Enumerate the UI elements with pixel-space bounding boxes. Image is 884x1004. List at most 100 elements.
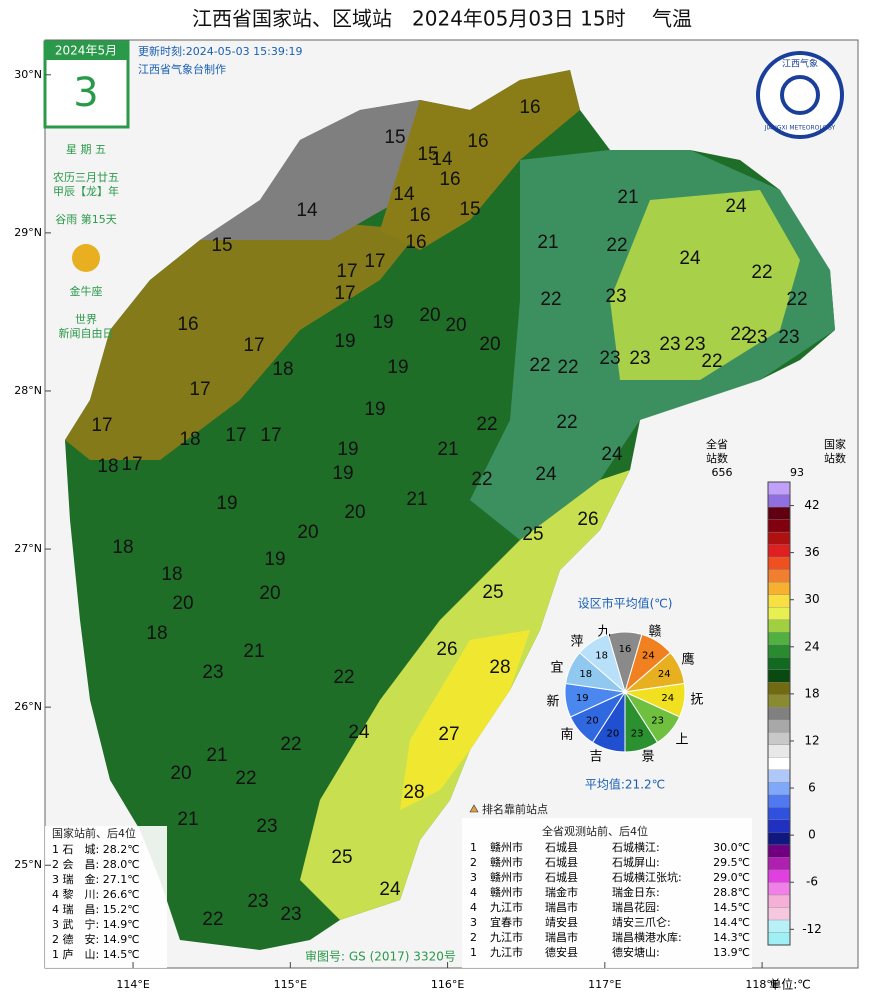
table-cell: 瑞昌横港水库: [612,930,682,944]
colorbar-bin [767,932,791,946]
pie-value: 19 [576,693,589,704]
station-temp: 20 [170,763,191,784]
colorbar-tick-label: 18 [804,686,819,700]
table-cell: 4 [470,901,477,914]
table-cell: 石城县 [545,856,578,869]
colorbar-bin [767,556,791,570]
station-temp: 20 [445,315,466,336]
pie-value: 20 [606,728,619,739]
station-temp: 23 [202,662,223,683]
colorbar-bin [767,857,791,871]
station-temp: 28 [489,657,510,678]
station-temp: 17 [225,425,246,446]
pie-name: 新 [546,694,559,710]
station-temp: 17 [121,454,142,475]
station-temp: 23 [605,286,626,307]
colorbar-bin [767,544,791,558]
pie-name: 赣 [648,625,661,640]
station-temp: 19 [387,357,408,378]
station-temp: 19 [332,463,353,484]
station-temp: 21 [243,641,264,662]
table-cell: 瑞昌市 [545,900,578,914]
colorbar-bin [767,657,791,670]
colorbar-tick-label: 42 [804,498,819,512]
title: 江西省国家站、区域站 2024年05月03日 15时 气温 [192,7,692,31]
station-temp: 23 [684,334,705,355]
colorbar-tick-label: 24 [804,639,819,653]
pie-name: 宜 [550,661,563,676]
pie-value: 16 [619,644,632,655]
colorbar-bin [767,782,791,795]
table-cell: 石城横江: [612,840,660,854]
table-row: 4 瑞 昌: 15.2℃ [52,902,140,916]
colorbar-bin [767,869,791,883]
pie-value: 18 [579,669,592,680]
table-cell: 2 [470,856,477,869]
logo-en: JIANGXI METEOROLOGY [764,125,836,132]
station-temp: 18 [112,537,133,558]
pie-name: 抚 [690,693,703,708]
lunar: 农历三月廿五 [53,170,119,184]
pie-value: 20 [586,715,599,726]
colorbar-bin [767,844,791,858]
cb-label: 全省 [706,437,728,451]
table-cell: 4 [470,886,477,899]
pie-name: 鹰 [681,652,694,668]
table-cell: 28.8℃ [713,886,750,899]
colorbar-bin [767,644,791,658]
station-temp: 18 [161,564,182,585]
station-temp: 21 [537,232,558,253]
table-cell: 德安塘山: [612,945,660,959]
colorbar-bin [767,531,791,545]
colorbar-bin [767,894,791,908]
cb-label: 站数 [706,451,728,465]
colorbar-bin [767,744,791,758]
colorbar-bin [767,581,791,595]
region-warm [610,190,800,380]
table-cell: 宜春市 [490,915,523,929]
colorbar-bin [767,882,791,896]
station-temp: 27 [438,724,459,745]
update-time: 更新时刻:2024-05-03 15:39:19 [138,44,303,58]
festival: 新闻自由日 [59,326,114,340]
station-temp: 22 [280,734,301,755]
station-temp: 20 [172,593,193,614]
station-temp: 24 [725,196,747,217]
colorbar-tick-label: -6 [806,875,818,889]
station-temp: 21 [406,489,427,510]
colorbar-bin [767,807,791,821]
station-temp: 16 [405,232,426,253]
colorbar-bin [767,819,791,833]
region-cool [65,220,420,460]
table-cell: 1 [470,946,477,959]
colorbar-bin [767,569,791,583]
station-temp: 15 [459,199,480,220]
station-temp: 25 [331,847,352,868]
colorbar-tick-label: 0 [808,828,816,842]
station-temp: 18 [179,429,200,450]
province [65,70,835,950]
table-cell: 14.3℃ [713,931,750,944]
logo-cn: 江西气象 [782,58,818,70]
y-tick-label: 27°N [14,542,42,555]
pie-title: 设区市平均值(℃) [578,596,673,611]
pie-slice [578,633,626,694]
table-cell: 2 [470,931,477,944]
table-cell: 瑞金市 [545,885,578,899]
station-temp: 22 [476,414,497,435]
table-cell: 13.9℃ [713,946,750,959]
station-temp: 23 [778,327,799,348]
table-cell: 29.0℃ [713,871,750,884]
colorbar-bin [767,907,791,921]
station-temp: 25 [522,524,543,545]
pie-name: 景 [641,750,654,765]
x-tick-label: 117°E [588,978,621,991]
calendar-head [45,42,128,60]
station-temp: 16 [409,205,430,226]
table-cell: 29.5℃ [713,856,750,869]
festival: 世界 [75,313,97,326]
table-cell: 瑞昌花园: [612,900,660,914]
station-temp: 15 [384,127,405,148]
table-cell: 14.4℃ [713,916,750,929]
weekday: 星 期 五 [66,143,106,156]
